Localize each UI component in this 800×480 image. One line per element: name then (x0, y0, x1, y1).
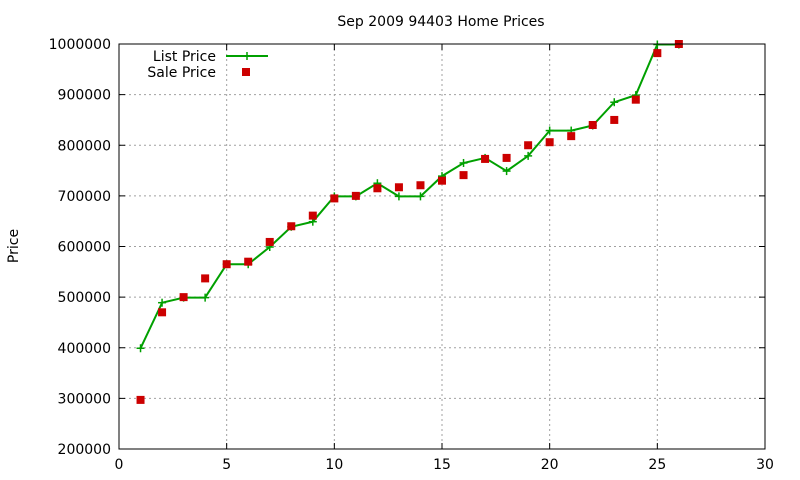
y-tick-label: 600000 (58, 240, 111, 256)
list-price-point (545, 126, 554, 135)
sale-price-point (653, 49, 662, 58)
sale-price-point (222, 260, 231, 269)
sale-price-point (502, 153, 511, 162)
y-tick-label: 700000 (58, 189, 111, 205)
x-tick-label: 5 (222, 457, 231, 473)
sale-price-point (438, 176, 446, 185)
sale-price-point (416, 181, 425, 190)
sale-price-point (330, 194, 339, 203)
x-tick-label: 10 (325, 457, 343, 473)
sale-price-point (158, 308, 167, 317)
x-tick-label: 15 (433, 457, 451, 473)
grid-lines (119, 44, 765, 449)
legend-sample-list-price (226, 52, 268, 60)
list-price-point (524, 151, 533, 160)
sale-price-point (459, 171, 468, 180)
list-price-point (502, 167, 511, 176)
sale-price-point (373, 184, 382, 193)
sale-price-point (136, 395, 145, 404)
sale-price-point (244, 257, 253, 266)
list-price-point (394, 192, 403, 201)
list-price-point (201, 293, 210, 302)
legend: List Price Sale Price (147, 49, 268, 81)
list-price-point (136, 344, 145, 353)
sale-price-point (524, 141, 533, 150)
plot-frame (118, 43, 766, 450)
y-tick-label: 800000 (58, 138, 111, 154)
list-price-point (459, 158, 468, 167)
x-tick-label: 25 (648, 457, 666, 473)
list-price-point (416, 192, 425, 201)
list-price-point (653, 40, 662, 49)
sale-price-point (265, 237, 274, 246)
sale-price-point (287, 222, 296, 231)
series-list-price (136, 40, 683, 353)
legend-square-marker (242, 68, 250, 76)
chart-title: Sep 2009 94403 Home Prices (337, 14, 544, 30)
y-tick-label: 1000000 (49, 37, 111, 53)
sale-price-point (201, 274, 210, 283)
sale-price-point (394, 183, 403, 192)
y-tick-label: 200000 (58, 442, 111, 458)
legend-label-sale-price: Sale Price (147, 65, 216, 81)
y-tick-label: 400000 (58, 341, 111, 357)
y-tick-label: 300000 (58, 391, 111, 407)
y-tick-label: 500000 (58, 290, 111, 306)
sale-price-point (610, 115, 619, 124)
y-tick-label: 900000 (58, 88, 111, 104)
x-tick-label: 0 (115, 457, 124, 473)
sale-price-point (567, 132, 576, 141)
legend-plus-marker (243, 52, 251, 60)
legend-label-list-price: List Price (153, 49, 216, 65)
sale-price-point (481, 154, 490, 163)
sale-price-point (588, 121, 597, 129)
x-tick-label: 20 (541, 457, 559, 473)
legend-sample-sale-price (242, 68, 250, 76)
x-tick-label: 30 (756, 457, 774, 473)
y-axis-label: Price (6, 229, 22, 263)
axis-ticks: 200000 300000 400000 500000 600000 700000 8000… (49, 37, 774, 473)
sale-price-point (179, 293, 188, 302)
list-price-point (158, 298, 167, 307)
sale-price-point (631, 95, 640, 104)
sale-price-point (351, 191, 360, 200)
list-price-line (139, 43, 679, 349)
sale-price-point (545, 138, 554, 147)
sale-price-point (308, 211, 317, 220)
list-price-point (610, 98, 619, 107)
